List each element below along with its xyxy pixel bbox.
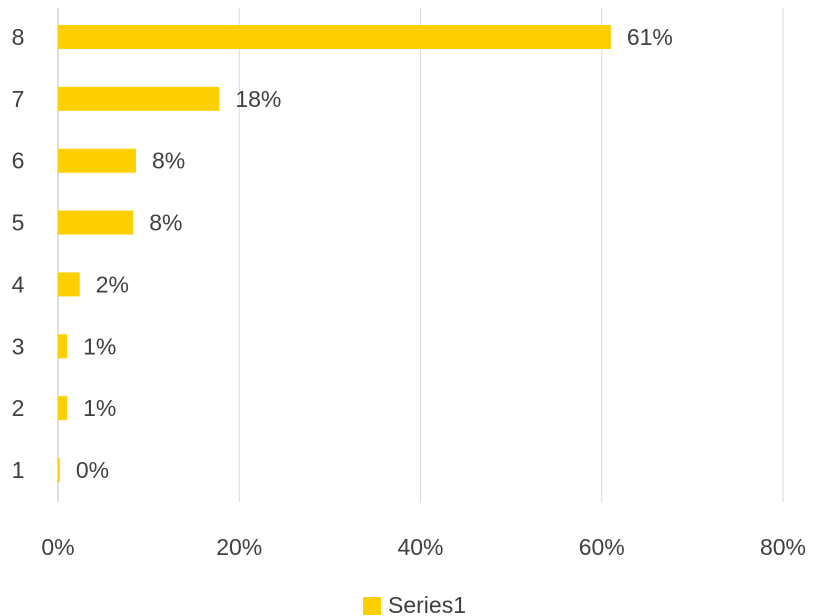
x-tick-label: 80%	[760, 534, 806, 560]
y-tick-label: 5	[12, 210, 25, 236]
x-tick-label: 60%	[579, 534, 625, 560]
data-label: 8%	[152, 148, 185, 174]
y-tick-label: 1	[12, 457, 25, 483]
y-tick-label: 2	[12, 395, 25, 421]
bar	[58, 210, 134, 235]
data-label: 2%	[96, 271, 129, 297]
y-tick-label: 6	[12, 148, 25, 174]
legend: Series1	[363, 592, 466, 616]
bar	[58, 148, 136, 173]
data-label: 1%	[83, 333, 116, 359]
data-label: 0%	[76, 457, 109, 483]
x-tick-label: 40%	[397, 534, 443, 560]
data-label: 18%	[235, 86, 281, 112]
data-label: 1%	[83, 395, 116, 421]
y-tick-label: 7	[12, 86, 25, 112]
y-tick-label: 8	[12, 24, 25, 50]
bar	[58, 458, 60, 482]
bar	[58, 334, 68, 359]
x-axis-tick-labels: 0% 20% 40% 60% 80%	[41, 534, 806, 560]
bar	[58, 25, 611, 49]
bar	[58, 86, 220, 111]
gridlines	[57, 8, 784, 502]
bars	[58, 25, 611, 482]
bar	[58, 396, 68, 421]
legend-swatch-series1	[363, 597, 381, 615]
y-tick-label: 4	[12, 271, 25, 297]
x-tick-label: 0%	[41, 534, 74, 560]
y-axis-tick-labels: 1 2 3 4 5 6 7 8	[12, 24, 25, 483]
data-label: 8%	[149, 210, 182, 236]
data-labels: 0% 1% 1% 2% 8% 8% 18% 61%	[76, 24, 673, 483]
bar	[58, 272, 80, 297]
x-tick-label: 20%	[216, 534, 262, 560]
legend-label-series1: Series1	[388, 592, 466, 616]
data-label: 61%	[627, 24, 673, 50]
y-tick-label: 3	[12, 333, 25, 359]
